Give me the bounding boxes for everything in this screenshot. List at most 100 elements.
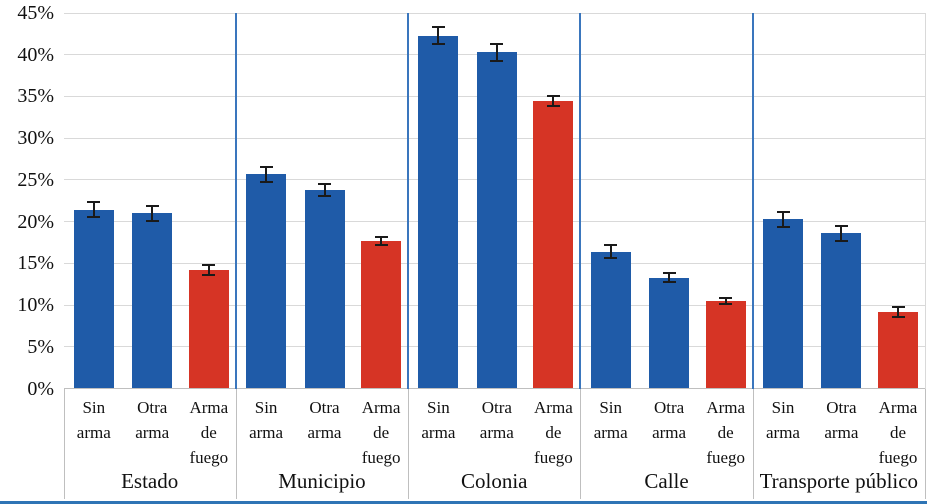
y-tick-label: 15%	[17, 252, 54, 275]
bar-sin-arma	[73, 209, 114, 389]
error-bar-cap-bottom	[546, 104, 560, 107]
error-bar	[92, 202, 95, 218]
group-label: Transporte público	[759, 469, 919, 493]
error-bar-cap-top	[202, 264, 216, 266]
label-area-divider	[580, 388, 582, 499]
error-bar-cap-top	[834, 224, 848, 227]
error-bar	[840, 225, 843, 241]
y-tick-label: 0%	[27, 377, 54, 400]
plot-right-border	[925, 13, 926, 389]
bar-label: Sin arma	[766, 397, 800, 442]
bar-otra-arma	[476, 52, 517, 389]
group-separator-line	[407, 13, 410, 389]
bar-label: Sin arma	[593, 397, 628, 442]
bar-label: Otra arma	[307, 397, 342, 442]
y-tick-label: 30%	[17, 127, 54, 150]
error-bar-cap-top	[259, 165, 273, 168]
error-bar	[495, 43, 498, 61]
bar-otra-arma	[649, 277, 690, 389]
error-bar	[609, 244, 612, 259]
y-tick-label: 45%	[17, 2, 54, 24]
label-area-divider	[752, 388, 754, 499]
bar-sin-arma	[246, 174, 287, 389]
bar-label: Sin arma	[249, 397, 284, 442]
bar-arma-de-fuego	[188, 270, 229, 389]
error-bar	[323, 184, 326, 196]
bar-label: Otra arma	[135, 397, 170, 442]
error-bar	[265, 166, 268, 182]
error-bar-cap-bottom	[431, 42, 445, 45]
gridline	[63, 12, 925, 14]
x-axis-line	[63, 388, 925, 389]
group-label: Municipio	[278, 469, 366, 493]
bar-arma-de-fuego	[533, 100, 574, 389]
bar-sin-arma	[590, 251, 631, 389]
y-tick-label: 35%	[17, 85, 54, 108]
error-bar-cap-top	[719, 296, 733, 299]
group-label: Estado	[121, 469, 179, 493]
bar-label: Sin arma	[76, 397, 111, 442]
bar-arma-de-fuego	[705, 300, 746, 389]
bar-label: Sin arma	[421, 397, 456, 442]
error-bar-cap-bottom	[374, 243, 388, 246]
error-bar-cap-bottom	[259, 180, 273, 183]
label-area-divider	[235, 388, 237, 499]
error-bar-cap-top	[546, 94, 560, 97]
group-separator-line	[579, 13, 582, 389]
error-bar-cap-top	[374, 235, 388, 238]
bar-otra-arma	[132, 213, 173, 389]
error-bar-cap-top	[776, 210, 790, 213]
y-tick-label: 25%	[17, 168, 54, 191]
bar-label: Otra arma	[824, 397, 859, 442]
label-area-divider	[408, 388, 410, 499]
y-tick-label: 20%	[17, 210, 54, 233]
error-bar-cap-top	[431, 26, 445, 29]
group-label: Calle	[644, 469, 689, 493]
error-bar-cap-bottom	[662, 280, 676, 283]
bar-label: Arma de fuego	[361, 397, 401, 467]
error-bar-cap-top	[145, 204, 159, 207]
error-bar-cap-bottom	[490, 59, 504, 62]
error-bar	[151, 205, 154, 221]
error-bar	[552, 95, 555, 106]
error-bar	[207, 265, 210, 275]
error-bar-cap-bottom	[834, 239, 848, 242]
bar-otra-arma	[304, 189, 345, 389]
bar-label: Arma de fuego	[878, 397, 918, 467]
error-bar	[724, 297, 727, 305]
error-bar	[437, 27, 440, 44]
bar-label: Arma de fuego	[189, 397, 229, 467]
label-area-divider	[925, 388, 926, 499]
y-tick-label: 40%	[17, 43, 54, 66]
group-separator-line	[751, 13, 754, 389]
group-separator-line	[234, 13, 237, 389]
error-bar	[897, 306, 899, 317]
y-tick-label: 5%	[27, 335, 54, 358]
error-bar-cap-bottom	[318, 194, 331, 197]
error-bar-cap-top	[318, 183, 331, 186]
bar-arma-de-fuego	[878, 311, 918, 389]
error-bar	[380, 236, 383, 245]
y-tick-label: 10%	[17, 294, 54, 317]
error-bar-cap-bottom	[145, 219, 159, 222]
bar-sin-arma	[763, 219, 803, 389]
group-label: Colonia	[460, 469, 528, 493]
error-bar-cap-bottom	[719, 303, 733, 306]
error-bar	[782, 211, 784, 227]
error-bar-cap-top	[87, 201, 101, 204]
error-bar	[668, 273, 671, 282]
error-bar-cap-top	[662, 272, 676, 275]
bar-label: Arma de fuego	[534, 397, 573, 467]
error-bar-cap-bottom	[202, 274, 216, 276]
bottom-rule	[0, 501, 927, 504]
label-area-divider	[63, 388, 65, 499]
error-bar-cap-bottom	[87, 216, 101, 219]
bar-arma-de-fuego	[361, 240, 402, 389]
bar-label: Otra arma	[479, 397, 514, 442]
bar-label: Arma de fuego	[706, 397, 746, 467]
error-bar-cap-top	[490, 42, 504, 45]
bar-label: Otra arma	[652, 397, 687, 442]
error-bar-cap-top	[891, 305, 905, 308]
bar-otra-arma	[821, 233, 862, 389]
